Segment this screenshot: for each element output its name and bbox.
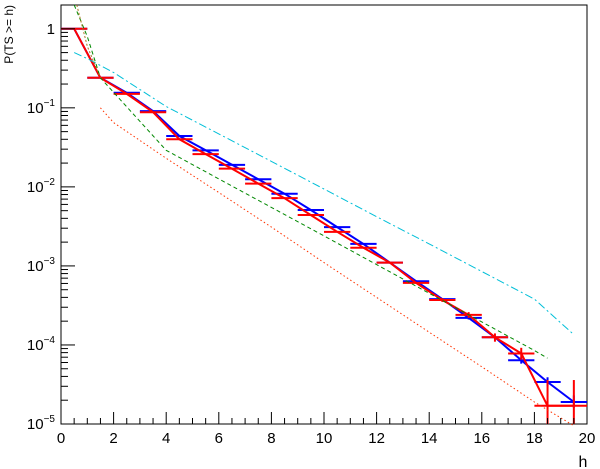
- y-tick-label: 10−5: [27, 414, 56, 433]
- series-4: [100, 107, 575, 427]
- series-5: [76, 4, 101, 78]
- x-axis: 0 2 4 6 8 10 12 14 16 18 20: [57, 412, 596, 447]
- x-tick-label: 12: [368, 430, 385, 447]
- series-curve: [76, 4, 101, 78]
- x-tick-label: 4: [162, 430, 170, 447]
- x-tick-label: 2: [109, 430, 117, 447]
- x-tick-label: 6: [215, 430, 223, 447]
- series-curve: [73, 52, 575, 336]
- y-axis: 1 10−1 10−2 10−3 10−4 10−5: [27, 4, 75, 433]
- x-tick-label: 16: [473, 430, 490, 447]
- series-0: [61, 27, 587, 408]
- x-tick-label: 8: [267, 430, 275, 447]
- x-axis-label: h: [579, 454, 588, 469]
- x-tick-label: 0: [57, 430, 65, 447]
- series-curve: [100, 107, 575, 427]
- y-tick-label: 10−1: [27, 98, 56, 117]
- series-2: [73, 52, 575, 336]
- series-3: [73, 4, 548, 359]
- y-tick-label: 10−2: [27, 177, 56, 196]
- series-line: [73, 28, 575, 403]
- x-tick-label: 18: [526, 430, 543, 447]
- y-axis-label: P(TS >= h): [2, 5, 16, 64]
- series-line: [73, 28, 574, 407]
- y-tick-label: 1: [47, 21, 55, 38]
- y-tick-label: 10−3: [27, 256, 56, 275]
- x-tick-label: 20: [579, 430, 596, 447]
- series-curve: [73, 4, 548, 359]
- x-tick-label: 10: [316, 430, 333, 447]
- series-layer: [61, 4, 587, 427]
- y-tick-label: 10−4: [27, 335, 56, 354]
- x-tick-label: 14: [421, 430, 438, 447]
